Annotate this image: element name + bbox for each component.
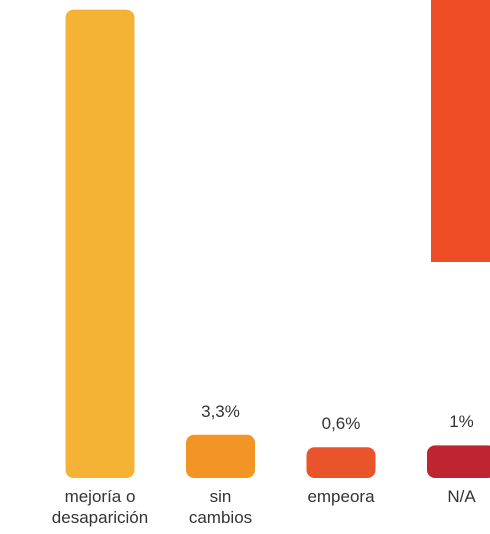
- value-label: 1%: [449, 412, 474, 432]
- x-tick-label: N/A: [447, 487, 476, 506]
- x-tick-label: empeora: [307, 487, 375, 506]
- decorative-block: [431, 0, 490, 262]
- x-tick-label: sin cambios: [188, 487, 253, 527]
- x-tick-label: mejoría o desaparición: [51, 487, 149, 527]
- bar: [186, 434, 255, 478]
- value-label: 3,3%: [201, 401, 240, 421]
- bar: [65, 9, 135, 478]
- bar: [427, 445, 490, 478]
- bar: [306, 447, 376, 478]
- value-label: 0,6%: [321, 414, 361, 434]
